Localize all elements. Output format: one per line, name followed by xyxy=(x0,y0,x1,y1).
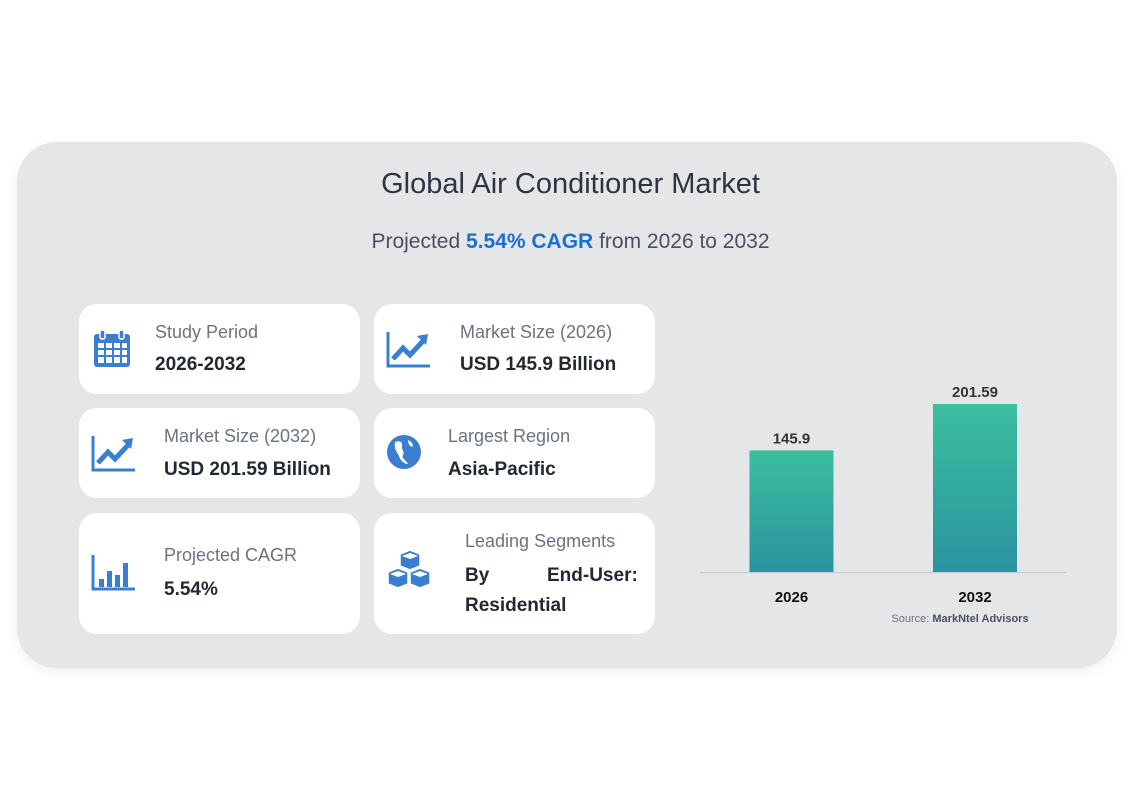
trend-up-icon xyxy=(91,436,135,472)
subtitle-prefix: Projected xyxy=(371,230,467,253)
card-projected-cagr: Projected CAGR 5.54% xyxy=(79,513,360,634)
card-value: 2026-2032 xyxy=(155,354,246,375)
globe-icon xyxy=(387,435,421,469)
card-market-size-2026: Market Size (2026) USD 145.9 Billion xyxy=(374,304,655,394)
cubes-icon xyxy=(387,550,431,589)
card-leading-segments: Leading Segments By End-User: Residentia… xyxy=(374,513,655,634)
subtitle: Projected 5.54% CAGR from 2026 to 2032 xyxy=(0,230,1141,254)
card-label: Study Period xyxy=(155,322,259,342)
source-text: Source: MarkNtel Advisors xyxy=(891,613,1028,625)
card-label: Leading Segments xyxy=(465,531,616,551)
card-value: 5.54% xyxy=(164,579,218,600)
card-value-by: By xyxy=(465,565,490,586)
page-title: Global Air Conditioner Market xyxy=(381,168,760,200)
card-value: USD 201.59 Billion xyxy=(164,459,331,480)
card-value: USD 145.9 Billion xyxy=(460,354,617,375)
card-value-end-user: End-User: xyxy=(547,565,638,586)
card-label: Market Size (2026) xyxy=(460,322,613,342)
data-label: 145.9 xyxy=(773,430,811,447)
subtitle-suffix: from 2026 to 2032 xyxy=(593,230,770,253)
bar-2032 xyxy=(933,404,1017,572)
data-label: 201.59 xyxy=(952,384,998,401)
trend-up-icon xyxy=(386,332,430,368)
calendar-icon xyxy=(94,329,130,367)
card-label: Market Size (2032) xyxy=(164,426,317,446)
card-value-residential: Residential xyxy=(465,595,567,616)
card-label: Projected CAGR xyxy=(164,545,298,565)
x-tick-label: 2026 xyxy=(775,589,808,606)
card-largest-region: Largest Region Asia-Pacific xyxy=(374,408,655,498)
bar-chart-icon xyxy=(91,555,135,591)
x-tick-label: 2032 xyxy=(958,589,991,606)
card-market-size-2032: Market Size (2032) USD 201.59 Billion xyxy=(79,408,360,498)
card-study-period: Study Period 2026-2032 xyxy=(79,304,360,394)
card-label: Largest Region xyxy=(448,426,571,446)
cagr-highlight: 5.54% CAGR xyxy=(466,230,594,253)
bar-2026 xyxy=(749,450,834,572)
card-value: Asia-Pacific xyxy=(448,459,556,480)
